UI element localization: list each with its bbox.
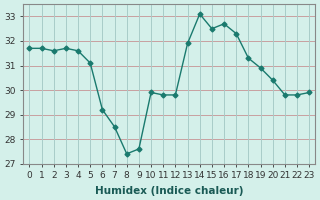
- X-axis label: Humidex (Indice chaleur): Humidex (Indice chaleur): [95, 186, 244, 196]
